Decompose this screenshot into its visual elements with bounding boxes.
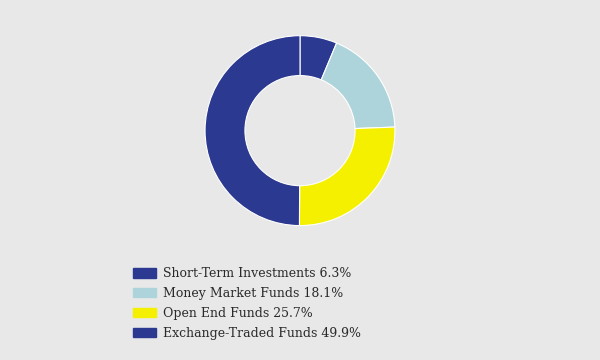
Legend: Short-Term Investments 6.3%, Money Market Funds 18.1%, Open End Funds 25.7%, Exc: Short-Term Investments 6.3%, Money Marke… — [133, 267, 361, 340]
Wedge shape — [300, 36, 337, 80]
Wedge shape — [299, 127, 395, 226]
Wedge shape — [205, 36, 300, 226]
Wedge shape — [321, 43, 395, 129]
